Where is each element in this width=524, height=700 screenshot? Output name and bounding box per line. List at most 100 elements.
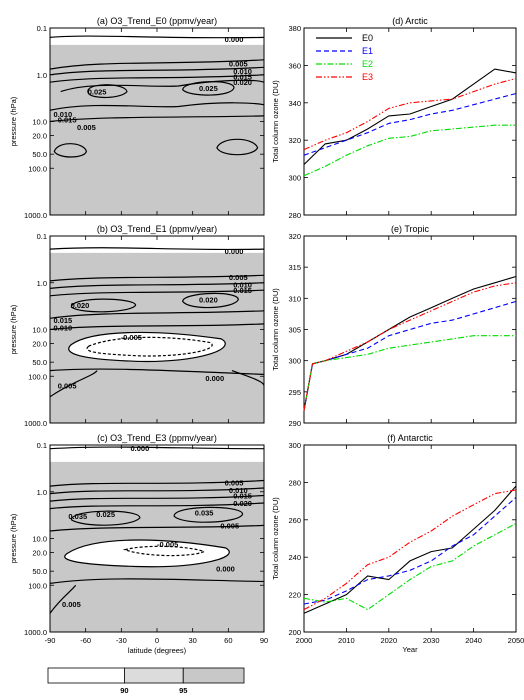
y-tick-label: 100.0 [28, 581, 47, 590]
contour-line [50, 74, 264, 83]
contour-label: 0.005 [229, 60, 248, 69]
legend-label: E2 [362, 59, 373, 69]
y-tick-label: 380 [288, 24, 301, 33]
line-panel: (f) Antarctic 200 220 240 260 280 300 2000 2010 2… [271, 433, 524, 654]
contour-label: 0.005 [229, 273, 248, 282]
y-tick-label: 50.0 [32, 567, 47, 576]
y-tick-label: 360 [288, 61, 301, 70]
contour-label: 0.005 [220, 521, 239, 530]
x-tick-label: 2030 [423, 636, 440, 645]
line-panel: (d) Arctic 280 300 320 340 360 380 Total column… [271, 16, 517, 220]
contour-line [50, 323, 264, 331]
y-tick-label: 10.0 [32, 535, 47, 544]
x-tick-label: 2010 [338, 636, 355, 645]
contour-label: -0.005 [157, 540, 178, 549]
y-axis-label: pressure (hPa) [9, 513, 18, 563]
contour-label: 0.015 [53, 316, 72, 325]
legend-label: E3 [362, 72, 373, 82]
y-tick-label: 305 [288, 326, 301, 335]
contour-line [50, 494, 264, 502]
contour-line [50, 289, 264, 297]
contour-line [50, 584, 77, 614]
contour-label: 0.020 [233, 78, 252, 87]
contour-line [50, 35, 264, 39]
contour-line [87, 84, 128, 99]
contour-label: 0.005 [62, 600, 81, 609]
contour-label: 0.020 [233, 499, 252, 508]
contour-label: 0.010 [233, 281, 252, 290]
y-tick-label: 0.1 [37, 441, 47, 450]
contour-line-negative [122, 545, 206, 557]
x-tick-label: -30 [116, 636, 127, 645]
x-tick-label: 2040 [465, 636, 482, 645]
y-tick-label: 300 [288, 174, 301, 183]
colorbar-segment [182, 667, 245, 684]
contour-label: 0.025 [96, 510, 115, 519]
y-tick-label: 1.0 [37, 488, 47, 497]
y-tick-label: 50.0 [32, 358, 47, 367]
series-line-E3 [303, 77, 517, 151]
y-tick-label: 100.0 [28, 372, 47, 381]
contour-label: 0.005 [225, 478, 244, 487]
y-tick-label: 1.0 [37, 71, 47, 80]
y-tick-label: 1000.0 [24, 211, 47, 220]
contour-line [50, 368, 264, 375]
y-tick-label: 1000.0 [24, 628, 47, 637]
contour-line [50, 102, 264, 111]
contour-label: 0.015 [58, 116, 77, 125]
legend-label: E1 [362, 46, 373, 56]
x-axis-label: latitude (degrees) [128, 646, 187, 655]
y-tick-label: 1.0 [37, 279, 47, 288]
y-tick-label: 300 [288, 357, 301, 366]
y-tick-label: 10.0 [32, 326, 47, 335]
y-tick-label: 0.1 [37, 232, 47, 241]
y-tick-label: 10.0 [32, 118, 47, 127]
series-line-E3 [303, 282, 517, 411]
series-line-E1 [303, 92, 517, 156]
colorbar-label: 95 [179, 686, 187, 695]
contour-line [50, 479, 264, 487]
series-line-E2 [303, 124, 516, 177]
y-axis-label: Total column ozone (DU) [271, 497, 280, 580]
contour-line [60, 79, 264, 93]
contour-line [173, 506, 244, 523]
contour-label: 0.010 [233, 67, 252, 76]
x-axis-label: Year [402, 645, 418, 654]
panel-title: (c) O3_Trend_E3 (ppmv/year) [97, 433, 217, 443]
contour-line [50, 282, 264, 289]
x-tick-label: -60 [80, 636, 91, 645]
contour-label: 0.025 [88, 88, 107, 97]
y-tick-label: 300 [288, 441, 301, 450]
y-tick-label: 310 [288, 294, 301, 303]
contour-line [50, 115, 264, 123]
contour-label: 0.020 [199, 296, 218, 305]
panel-title: (b) O3_Trend_E1 (ppmv/year) [97, 224, 217, 234]
contour-line [216, 138, 259, 156]
y-tick-label: 295 [288, 388, 301, 397]
contour-line [70, 510, 141, 526]
y-axis-label: Total column ozone (DU) [271, 80, 280, 163]
contour-line [182, 81, 235, 96]
significance-shading [50, 44, 264, 215]
panel-title: (f) Antarctic [387, 433, 433, 443]
y-tick-label: 260 [288, 516, 301, 525]
negative-region [64, 539, 230, 568]
panel-title: (a) O3_Trend_E0 (ppmv/year) [97, 16, 217, 26]
y-tick-label: 20.0 [32, 549, 47, 558]
contour-label: 0.000 [205, 374, 224, 383]
contour-label: 0.015 [233, 491, 252, 500]
contour-label: -0.005 [121, 333, 142, 342]
contour-line [50, 578, 264, 584]
line-panel: (e) Tropic 290 295 300 305 310 315 320 Total col… [271, 224, 517, 428]
contour-label: 0.025 [199, 84, 218, 93]
contour-label: 0.005 [77, 123, 96, 132]
y-tick-label: 290 [288, 419, 301, 428]
contour-label: 0.000 [225, 247, 244, 256]
y-axis-label: pressure (hPa) [9, 304, 18, 354]
colorbar-segment [124, 667, 184, 684]
x-tick-label: 30 [188, 636, 196, 645]
contour-label: 0.010 [53, 110, 72, 119]
contour-label: 0.005 [58, 382, 77, 391]
